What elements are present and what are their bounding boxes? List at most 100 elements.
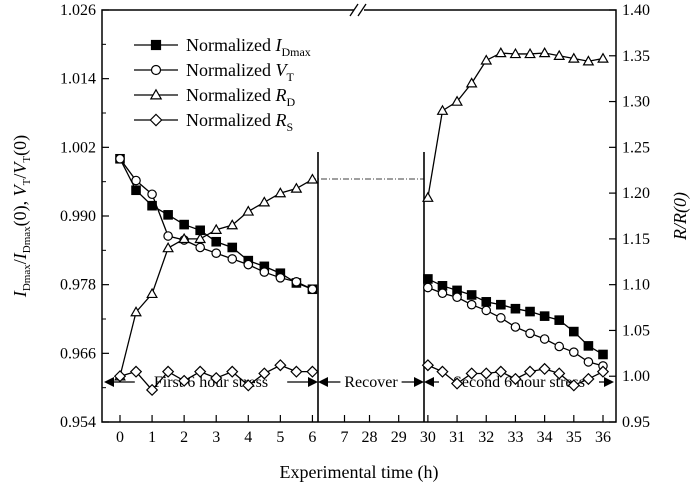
data-point-square bbox=[150, 39, 162, 51]
data-point-circle bbox=[131, 175, 141, 186]
y-right-tick-label: 1.35 bbox=[622, 48, 650, 65]
data-point-diamond bbox=[596, 365, 610, 378]
data-point-diamond bbox=[258, 367, 271, 380]
data-point-circle bbox=[115, 153, 125, 164]
data-point-triangle bbox=[553, 49, 566, 61]
data-point-diamond bbox=[582, 372, 595, 386]
data-point-circle bbox=[423, 282, 433, 293]
x-axis-title: Experimental time (h) bbox=[280, 462, 439, 483]
data-point-triangle bbox=[306, 173, 319, 184]
x-tick-label: 35 bbox=[566, 429, 582, 446]
data-point-square bbox=[496, 299, 506, 310]
region-arrowhead-right bbox=[604, 377, 614, 387]
break-slash bbox=[357, 3, 367, 17]
data-point-triangle bbox=[451, 95, 463, 106]
data-point-triangle bbox=[436, 104, 449, 115]
data-point-circle bbox=[259, 267, 270, 277]
data-point-diamond bbox=[129, 365, 143, 378]
data-point-triangle bbox=[258, 196, 271, 207]
y-right-axis-title: R/R(0) bbox=[670, 192, 691, 241]
y-left-tick-label: 1.014 bbox=[60, 71, 96, 88]
data-point-circle bbox=[195, 242, 205, 253]
data-point-circle bbox=[583, 357, 594, 367]
data-point-triangle bbox=[494, 46, 507, 58]
data-point-diamond bbox=[436, 365, 449, 378]
data-point-triangle bbox=[226, 219, 239, 230]
data-point-triangle bbox=[597, 52, 609, 63]
data-point-diamond bbox=[210, 371, 223, 385]
plot-frame bbox=[101, 9, 617, 423]
data-point-square bbox=[179, 219, 189, 230]
data-point-square bbox=[554, 315, 565, 325]
y-right-tick-label: 0.95 bbox=[622, 414, 650, 431]
data-point-triangle bbox=[524, 47, 536, 59]
data-point-diamond bbox=[421, 359, 434, 372]
data-point-triangle bbox=[422, 191, 434, 202]
data-point-square bbox=[525, 306, 535, 317]
region-arrowhead-left bbox=[424, 377, 434, 387]
data-point-circle bbox=[437, 288, 448, 299]
region-label-bg bbox=[340, 372, 402, 392]
data-point-triangle bbox=[146, 287, 158, 299]
data-point-circle bbox=[452, 292, 462, 303]
x-tick-label: 6 bbox=[308, 429, 316, 446]
data-point-square bbox=[583, 341, 594, 351]
break-gap bbox=[354, 6, 364, 14]
data-point-diamond bbox=[178, 374, 191, 387]
data-point-circle bbox=[211, 248, 222, 258]
data-point-triangle bbox=[162, 242, 174, 253]
data-point-diamond bbox=[494, 365, 507, 378]
y-left-tick-label: 0.954 bbox=[60, 414, 96, 431]
data-point-square bbox=[163, 210, 173, 220]
series-normalized-r-d bbox=[114, 46, 609, 381]
legend-label: Normalized IDmax bbox=[186, 35, 311, 59]
data-point-diamond bbox=[306, 365, 319, 378]
data-point-diamond bbox=[553, 367, 566, 380]
data-point-square bbox=[510, 303, 521, 314]
ticks-layer: 0 1 2 3 4 5 6 7 28 29 30 31 32 33 34 35 360.9540.9660.97… bbox=[60, 2, 650, 446]
axis-break bbox=[349, 3, 367, 17]
data-point-square bbox=[466, 290, 477, 300]
data-point-diamond bbox=[450, 377, 464, 390]
data-point-triangle bbox=[130, 306, 142, 317]
data-point-circle bbox=[291, 277, 302, 287]
x-tick-label: 0 bbox=[116, 429, 124, 446]
data-point-circle bbox=[147, 189, 157, 200]
data-point-diamond bbox=[274, 359, 287, 372]
data-point-diamond bbox=[242, 379, 255, 392]
data-point-diamond bbox=[480, 367, 493, 380]
x-tick-label: 28 bbox=[362, 429, 378, 446]
y-right-tick-label: 1.25 bbox=[622, 139, 650, 156]
data-point-diamond bbox=[523, 365, 537, 378]
x-tick-label: 4 bbox=[244, 429, 252, 446]
data-point-circle bbox=[510, 322, 521, 332]
data-point-circle bbox=[466, 299, 477, 310]
data-point-square bbox=[481, 297, 492, 307]
data-point-diamond bbox=[113, 370, 127, 383]
y-right-tick-label: 1.00 bbox=[622, 368, 650, 385]
x-tick-label: 32 bbox=[478, 429, 494, 446]
data-point-triangle bbox=[149, 88, 163, 100]
data-point-circle bbox=[539, 334, 550, 344]
region-arrowhead-left bbox=[104, 377, 114, 387]
data-point-square bbox=[569, 326, 579, 337]
data-point-triangle bbox=[509, 47, 522, 59]
data-point-triangle bbox=[178, 232, 191, 244]
y-right-tick-label: 1.30 bbox=[622, 94, 650, 111]
data-point-diamond bbox=[465, 367, 478, 380]
x-tick-label: 34 bbox=[537, 429, 553, 446]
data-point-square bbox=[539, 311, 550, 321]
y-right-tick-label: 1.20 bbox=[622, 185, 650, 202]
data-point-square bbox=[211, 236, 222, 247]
series-line bbox=[427, 52, 604, 198]
y-right-tick-label: 1.10 bbox=[622, 277, 650, 294]
break-slash bbox=[349, 3, 359, 17]
series-normalized-v-t bbox=[115, 153, 608, 371]
y-left-tick-label: 0.990 bbox=[60, 208, 96, 225]
data-point-circle bbox=[227, 254, 238, 264]
data-point-diamond bbox=[290, 365, 303, 378]
region-arrowhead-left bbox=[318, 377, 328, 387]
data-point-square bbox=[598, 349, 608, 360]
data-point-circle bbox=[243, 259, 254, 270]
